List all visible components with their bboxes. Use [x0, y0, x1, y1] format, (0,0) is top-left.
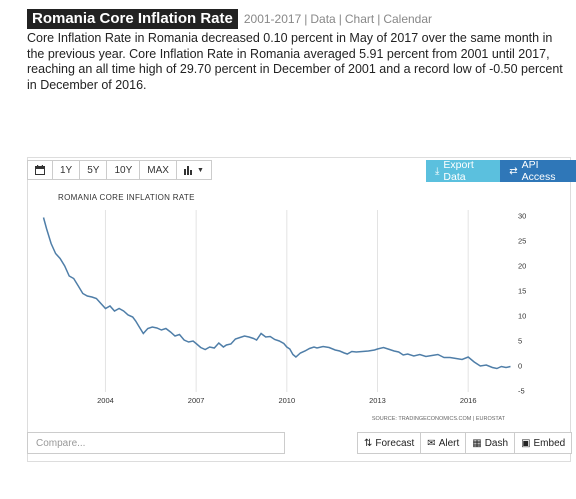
x-tick-label: 2016	[460, 396, 477, 405]
y-tick-label: 30	[518, 212, 526, 221]
forecast-label: Forecast	[375, 437, 415, 449]
api-access-label: API Access	[521, 159, 556, 183]
compare-input[interactable]: Compare...	[27, 432, 285, 454]
grid-icon: ▦	[472, 437, 482, 449]
y-tick-label: 15	[518, 287, 526, 296]
link-data[interactable]: Data	[310, 12, 336, 26]
y-tick-label: -5	[518, 387, 525, 396]
x-tick-label: 2010	[278, 396, 295, 405]
period-5y-button[interactable]: 5Y	[79, 160, 107, 180]
bar-chart-icon	[183, 165, 192, 175]
link-chart[interactable]: Chart	[344, 12, 375, 26]
y-tick-label: 10	[518, 312, 526, 321]
x-tick-label: 2007	[188, 396, 205, 405]
y-axis-ticks: 30 25 20 15 10 5 0 -5	[518, 212, 526, 396]
y-tick-label: 25	[518, 237, 526, 246]
alert-label: Alert	[438, 437, 460, 449]
y-tick-label: 0	[518, 362, 522, 371]
image-icon: ▣	[521, 437, 531, 449]
exchange-icon: ⇄	[509, 165, 518, 177]
sort-arrows-icon: ⇅	[364, 437, 373, 449]
chart-grid	[104, 210, 469, 392]
chart-toolbar: 1Y 5Y 10Y MAX ▼	[27, 160, 212, 182]
bottom-toolbar: ⇅ Forecast ✉ Alert ▦ Dash ▣ Embed	[357, 432, 573, 454]
period-10y-button[interactable]: 10Y	[106, 160, 140, 180]
chart-name: ROMANIA CORE INFLATION RATE	[58, 193, 195, 202]
title-links: 2001-2017 | Data | Chart | Calendar	[243, 12, 433, 26]
chevron-down-icon: ▼	[196, 166, 204, 174]
y-tick-label: 20	[518, 262, 526, 271]
calendar-button[interactable]	[27, 160, 52, 180]
y-tick-label: 5	[518, 337, 522, 346]
page-title: Romania Core Inflation Rate	[27, 9, 238, 29]
series-line	[42, 217, 511, 370]
chart-type-button[interactable]: ▼	[175, 160, 212, 180]
embed-button[interactable]: ▣ Embed	[514, 432, 573, 454]
forecast-button[interactable]: ⇅ Forecast	[357, 432, 421, 454]
dash-button[interactable]: ▦ Dash	[465, 432, 515, 454]
api-access-button[interactable]: ⇄ API Access	[500, 159, 576, 183]
envelope-icon: ✉	[427, 437, 436, 449]
x-axis-ticks: 2004 2007 2010 2013 2016	[97, 396, 476, 405]
embed-label: Embed	[533, 437, 566, 449]
download-icon: ⤓	[435, 165, 440, 177]
date-range: 2001-2017	[243, 12, 302, 26]
period-max-button[interactable]: MAX	[139, 160, 176, 180]
chart-source: SOURCE: TRADINGECONOMICS.COM | EUROSTAT	[372, 416, 506, 422]
x-tick-label: 2004	[97, 396, 114, 405]
export-data-label: Export Data	[443, 159, 474, 183]
link-calendar[interactable]: Calendar	[383, 12, 433, 26]
description: Core Inflation Rate in Romania decreased…	[27, 31, 563, 92]
title-row: Romania Core Inflation Rate 2001-2017 | Da…	[27, 9, 432, 29]
export-buttons: ⤓ Export Data ⇄ API Access	[426, 159, 576, 183]
calendar-icon	[35, 165, 45, 175]
x-tick-label: 2013	[369, 396, 386, 405]
dash-label: Dash	[484, 437, 509, 449]
period-1y-button[interactable]: 1Y	[52, 160, 80, 180]
alert-button[interactable]: ✉ Alert	[420, 432, 466, 454]
export-data-button[interactable]: ⤓ Export Data	[426, 159, 501, 183]
